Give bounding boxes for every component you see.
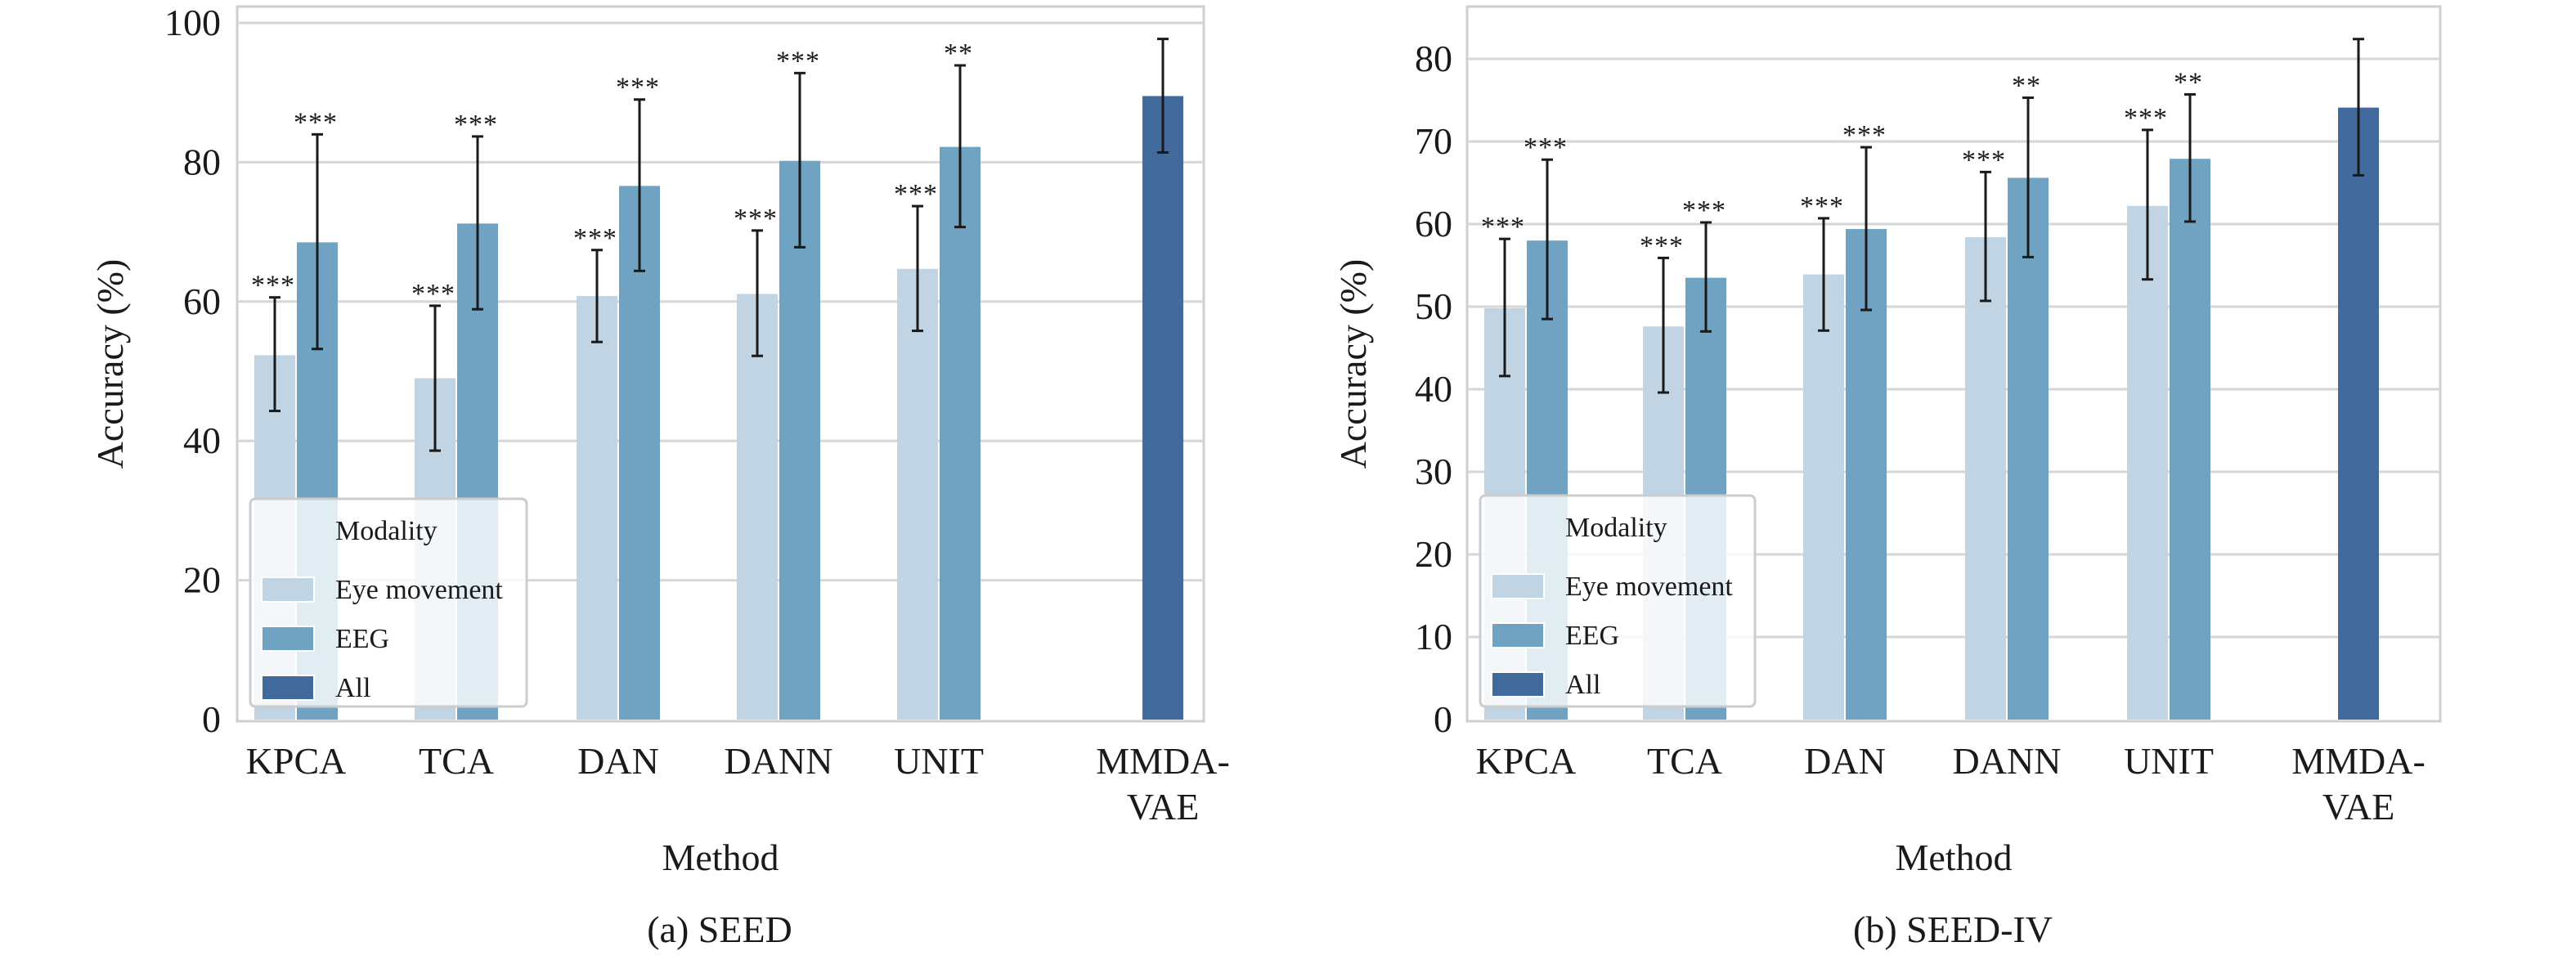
y-tick-label: 100 bbox=[164, 2, 221, 43]
x-tick-label: KPCA bbox=[246, 740, 347, 782]
legend-label: All bbox=[335, 673, 370, 703]
legend-swatch bbox=[1491, 622, 1545, 648]
bar-eye-movement bbox=[897, 268, 938, 720]
significance-marker: *** bbox=[2124, 103, 2168, 133]
significance-marker: ** bbox=[944, 38, 973, 69]
y-tick-label: 40 bbox=[183, 419, 221, 461]
significance-marker: *** bbox=[294, 107, 338, 137]
y-tick-label: 20 bbox=[183, 559, 221, 601]
legend-swatch bbox=[261, 626, 315, 652]
figure-caption: (a) SEED bbox=[647, 908, 792, 950]
significance-marker: *** bbox=[734, 204, 778, 234]
legend-box bbox=[249, 497, 528, 708]
x-tick-label: UNIT bbox=[2124, 740, 2214, 782]
legend-swatch bbox=[1491, 671, 1545, 698]
bar-all bbox=[2338, 107, 2379, 720]
legend-label: EEG bbox=[1565, 621, 1619, 651]
x-tick-label: TCA bbox=[1647, 740, 1722, 782]
bar-eeg bbox=[940, 146, 981, 720]
bar-eeg bbox=[619, 186, 660, 720]
bar-eye-movement bbox=[577, 295, 617, 720]
bar-eye-movement bbox=[2127, 205, 2168, 720]
legend-box bbox=[1479, 494, 1757, 708]
significance-marker: *** bbox=[411, 279, 456, 309]
x-tick-label: MMDA- bbox=[1096, 740, 1230, 782]
y-tick-label: 50 bbox=[1415, 285, 1452, 327]
legend-label: EEG bbox=[335, 624, 389, 654]
significance-marker: *** bbox=[894, 179, 938, 209]
legend-swatch bbox=[1491, 573, 1545, 599]
bar-eeg bbox=[779, 160, 820, 720]
y-tick-label: 40 bbox=[1415, 368, 1452, 410]
figure-caption: (b) SEED-IV bbox=[1853, 908, 2053, 950]
legend-title: Modality bbox=[1565, 513, 1667, 543]
x-axis-label: Method bbox=[662, 837, 779, 878]
y-tick-label: 0 bbox=[1434, 698, 1452, 740]
x-tick-label: DANN bbox=[1953, 740, 2062, 782]
x-tick-label: UNIT bbox=[894, 740, 984, 782]
legend-label: Eye movement bbox=[1565, 572, 1733, 602]
y-tick-label: 60 bbox=[1415, 203, 1452, 244]
y-tick-label: 30 bbox=[1415, 451, 1452, 492]
significance-marker: *** bbox=[1800, 191, 1844, 222]
bar-eye-movement bbox=[1965, 237, 2006, 720]
bar-eeg bbox=[2008, 177, 2049, 720]
x-tick-label: MMDA- bbox=[2291, 740, 2426, 782]
y-tick-label: 80 bbox=[183, 141, 221, 182]
significance-marker: ** bbox=[2012, 70, 2041, 101]
x-tick-label: DAN bbox=[1804, 740, 1886, 782]
significance-marker: *** bbox=[1481, 212, 1525, 242]
y-tick-label: 20 bbox=[1415, 533, 1452, 575]
y-tick-label: 0 bbox=[202, 698, 221, 740]
legend-swatch bbox=[261, 675, 315, 701]
legend-swatch bbox=[261, 576, 315, 603]
y-tick-label: 10 bbox=[1415, 616, 1452, 657]
x-tick-label: VAE bbox=[1127, 786, 1200, 828]
bar-eye-movement bbox=[737, 294, 778, 720]
legend-label: Eye movement bbox=[335, 575, 503, 605]
x-tick-label: VAE bbox=[2322, 786, 2395, 828]
significance-marker: *** bbox=[616, 73, 660, 103]
significance-marker: *** bbox=[1640, 231, 1684, 261]
bar-eeg bbox=[2170, 159, 2210, 720]
x-tick-label: DAN bbox=[577, 740, 659, 782]
significance-marker: *** bbox=[1682, 195, 1726, 226]
x-tick-label: TCA bbox=[419, 740, 494, 782]
significance-marker: ** bbox=[2174, 67, 2203, 97]
y-axis-label: Accuracy (%) bbox=[1332, 259, 1374, 469]
legend-title: Modality bbox=[335, 516, 438, 546]
significance-marker: *** bbox=[1524, 132, 1568, 163]
x-tick-label: KPCA bbox=[1476, 740, 1577, 782]
bar-all bbox=[1142, 96, 1183, 720]
significance-marker: *** bbox=[1842, 120, 1887, 150]
y-axis-label: Accuracy (%) bbox=[89, 259, 131, 469]
y-tick-label: 70 bbox=[1415, 120, 1452, 162]
x-axis-label: Method bbox=[1895, 837, 2012, 878]
significance-marker: *** bbox=[454, 110, 498, 140]
legend-label: All bbox=[1565, 670, 1600, 700]
y-tick-label: 60 bbox=[183, 280, 221, 322]
significance-marker: *** bbox=[776, 46, 820, 76]
x-tick-label: DANN bbox=[725, 740, 833, 782]
significance-marker: *** bbox=[251, 271, 295, 301]
significance-marker: *** bbox=[1962, 145, 2006, 175]
bar-eye-movement bbox=[1803, 274, 1844, 720]
significance-marker: *** bbox=[573, 223, 617, 253]
y-tick-label: 80 bbox=[1415, 38, 1452, 79]
